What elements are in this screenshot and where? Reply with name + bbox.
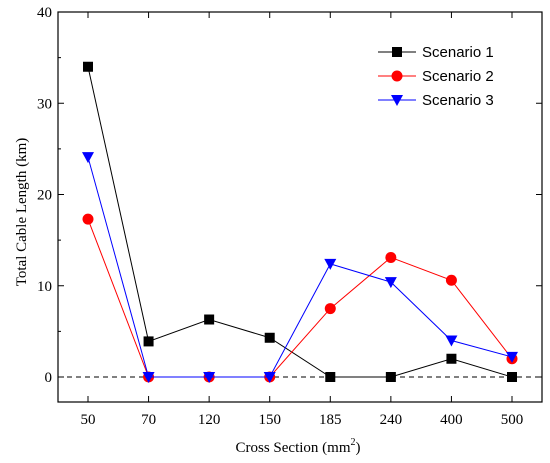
- x-axis-title-superscript: 2: [351, 437, 356, 448]
- data-point: [325, 372, 336, 382]
- legend-label: Scenario 3: [422, 92, 494, 109]
- data-point: [264, 332, 275, 343]
- data-point: [142, 372, 155, 383]
- x-tick-label: 400: [440, 412, 463, 428]
- x-axis-title-end: ): [356, 440, 361, 456]
- series-line: [87, 218, 513, 378]
- data-point: [82, 152, 94, 164]
- x-tick-label: 185: [319, 412, 342, 428]
- data-point: [143, 336, 154, 347]
- x-axis-title-main: Cross Section (mm: [236, 440, 351, 456]
- legend-label: Scenario 2: [422, 68, 494, 85]
- legend-label: Scenario 1: [422, 44, 494, 61]
- x-tick-label: 50: [81, 412, 96, 428]
- data-point: [445, 274, 457, 286]
- y-axis-title: Total Cable Length (km): [14, 138, 30, 287]
- data-point: [507, 372, 517, 382]
- y-tick-label: 40: [37, 5, 52, 21]
- data-point: [445, 335, 458, 347]
- legend-marker: [391, 95, 403, 106]
- data-point: [384, 277, 397, 289]
- x-tick-label: 150: [258, 412, 281, 428]
- legend-item-2: Scenario 2: [378, 68, 494, 85]
- legend-item-1: Scenario 1: [378, 44, 494, 61]
- data-point: [204, 314, 215, 325]
- data-point: [203, 372, 216, 383]
- data-point: [263, 372, 276, 383]
- x-tick-label: 120: [198, 412, 221, 428]
- x-axis-title: Cross Section (mm2): [236, 437, 361, 456]
- y-tick-label: 0: [45, 370, 53, 386]
- series-layer: [82, 61, 518, 383]
- series-3: [82, 152, 518, 383]
- y-tick-label: 10: [37, 279, 52, 295]
- data-point: [82, 213, 94, 225]
- x-tick-label: 500: [501, 412, 524, 428]
- data-point: [385, 372, 396, 382]
- data-point: [385, 251, 397, 263]
- y-tick-label: 30: [37, 96, 52, 112]
- plot-frame: [57, 11, 543, 403]
- data-point: [506, 351, 518, 363]
- series-line: [87, 156, 513, 378]
- data-point: [324, 258, 337, 270]
- series-1: [83, 61, 517, 382]
- legend-marker: [392, 47, 402, 57]
- series-line: [87, 66, 513, 378]
- data-point: [83, 61, 93, 72]
- legend-marker: [391, 70, 403, 82]
- x-tick-label: 240: [380, 412, 403, 428]
- x-tick-label: 70: [141, 412, 156, 428]
- axes: 0 10 20 30 40 50 70 120 150 185 240 400 500: [37, 5, 543, 428]
- data-point: [324, 303, 336, 315]
- legend-item-3: Scenario 3: [378, 92, 494, 109]
- legend: Scenario 1 Scenario 2 Scenario 3: [378, 44, 494, 109]
- data-point: [446, 353, 457, 364]
- y-tick-label: 20: [37, 188, 52, 204]
